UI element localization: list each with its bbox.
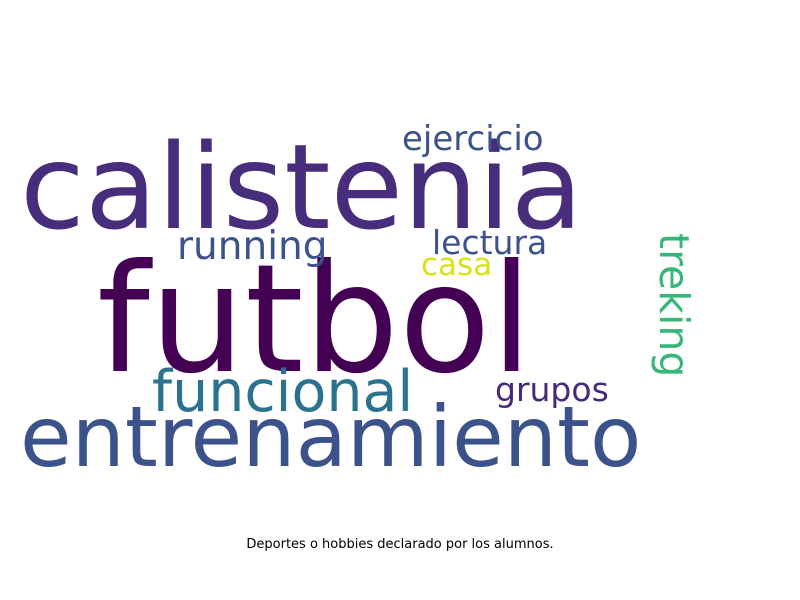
- word-lectura: lectura: [432, 223, 548, 262]
- word-futbol: futbol: [97, 233, 533, 407]
- word-grupos: grupos: [495, 370, 609, 409]
- word-funcional: funcional: [152, 359, 414, 425]
- word-running: running: [177, 224, 328, 269]
- word-entrenamiento: entrenamiento: [20, 388, 642, 486]
- word-calistenia: calistenia: [20, 118, 583, 256]
- word-ejercicio: ejercicio: [402, 119, 544, 159]
- word-casa: casa: [421, 247, 493, 283]
- word-treking: treking: [650, 233, 698, 378]
- figure-caption: Deportes o hobbies declarado por los alu…: [246, 537, 554, 552]
